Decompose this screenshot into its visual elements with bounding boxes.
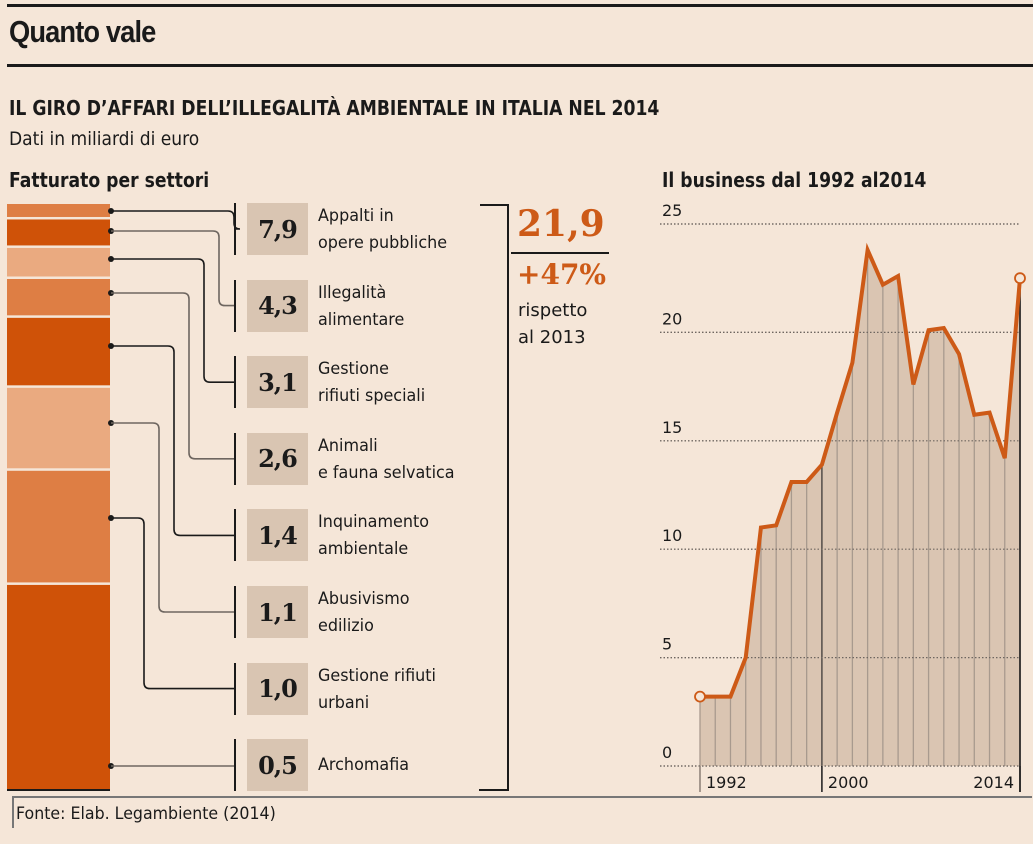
- sector-value: 7,9: [247, 203, 308, 255]
- sector-label: Appalti in opere pubbliche: [318, 206, 448, 253]
- chart-subtitle: IL GIRO D’AFFARI DELL’ILLEGALITÀ AMBIENT…: [9, 96, 660, 120]
- total-value: 21,9: [517, 203, 605, 245]
- x-tick-label: 2000: [828, 773, 869, 792]
- stack-segment: [7, 317, 110, 386]
- y-tick-label: 10: [662, 526, 682, 545]
- sector-value: 4,3: [247, 279, 308, 332]
- y-tick-label: 5: [662, 635, 672, 654]
- x-tick-label: 1992: [706, 773, 747, 792]
- sector-label: Gestione rifiuti urbani: [318, 665, 436, 713]
- sector-tick: [234, 432, 236, 485]
- x-tick-label: 2014: [973, 773, 1014, 792]
- sector-label: Gestione rifiuti speciali: [318, 359, 426, 407]
- y-tick-label: 15: [662, 418, 682, 437]
- sector-label: Inquinamento ambientale: [318, 512, 430, 560]
- stack-segment: [7, 387, 110, 469]
- total-divider: [511, 252, 609, 254]
- sector-tick: [234, 662, 236, 715]
- top-rule: [7, 4, 1033, 7]
- page-title: Quanto vale: [9, 14, 156, 49]
- stack-baseline: [7, 789, 110, 791]
- series-line: [700, 242, 1022, 699]
- connector-line: [111, 422, 234, 613]
- sector-value: 1,4: [247, 509, 308, 562]
- sector-tick: [234, 203, 236, 255]
- stack-segment: [7, 584, 110, 790]
- sectors-title: Fatturato per settori: [9, 168, 210, 192]
- sector-label: Archomafia: [318, 755, 410, 776]
- change-note: rispetto al 2013: [518, 300, 588, 348]
- sector-label: Abusivismo edilizio: [318, 589, 410, 636]
- sector-tick: [234, 279, 236, 332]
- trend-area-chart: 0 5 10 15 20 25 1992 2000 2014: [660, 201, 1026, 792]
- stack-segment: [7, 219, 110, 246]
- connector-line: [111, 258, 234, 383]
- source-text: Fonte: Elab. Legambiente (2014): [16, 804, 276, 824]
- sector-tick: [234, 509, 236, 562]
- connector-line: [111, 345, 234, 537]
- change-percent: +47%: [517, 258, 607, 291]
- sector-value: 0,5: [247, 739, 308, 792]
- trend-title: Il business dal 1992 al2014: [662, 168, 927, 192]
- stack-segment: [7, 247, 110, 277]
- sector-tick: [234, 739, 236, 792]
- sector-tick: [234, 586, 236, 638]
- stack-segment: [7, 278, 110, 316]
- source-box: Fonte: Elab. Legambiente (2014): [12, 796, 1032, 828]
- sector-label: Animali e fauna selvatica: [318, 435, 455, 483]
- connector-line: [111, 210, 241, 230]
- sector-tick: [234, 356, 236, 409]
- sector-value: 3,1: [247, 356, 308, 409]
- connector-line: [111, 292, 234, 460]
- y-tick-label: 20: [662, 309, 682, 328]
- sector-value: 2,6: [247, 432, 308, 485]
- connector-line: [111, 517, 234, 690]
- total-bracket: [479, 204, 509, 791]
- stack-segment: [7, 204, 110, 217]
- sector-stack-chart: [7, 204, 509, 791]
- title-rule: [7, 64, 1033, 67]
- y-tick-label: 25: [662, 201, 682, 220]
- y-tick-label: 0: [662, 743, 672, 762]
- sector-value: 1,0: [247, 662, 308, 715]
- unit-note: Dati in miliardi di euro: [9, 128, 200, 150]
- connector-line: [111, 230, 234, 307]
- endpoint-marker: [694, 690, 706, 703]
- stack-segment: [7, 470, 110, 583]
- endpoint-marker: [1014, 272, 1026, 285]
- area-fill: [700, 250, 1020, 766]
- sector-value: 1,1: [247, 586, 308, 638]
- sector-label: Illegalità alimentare: [318, 282, 405, 330]
